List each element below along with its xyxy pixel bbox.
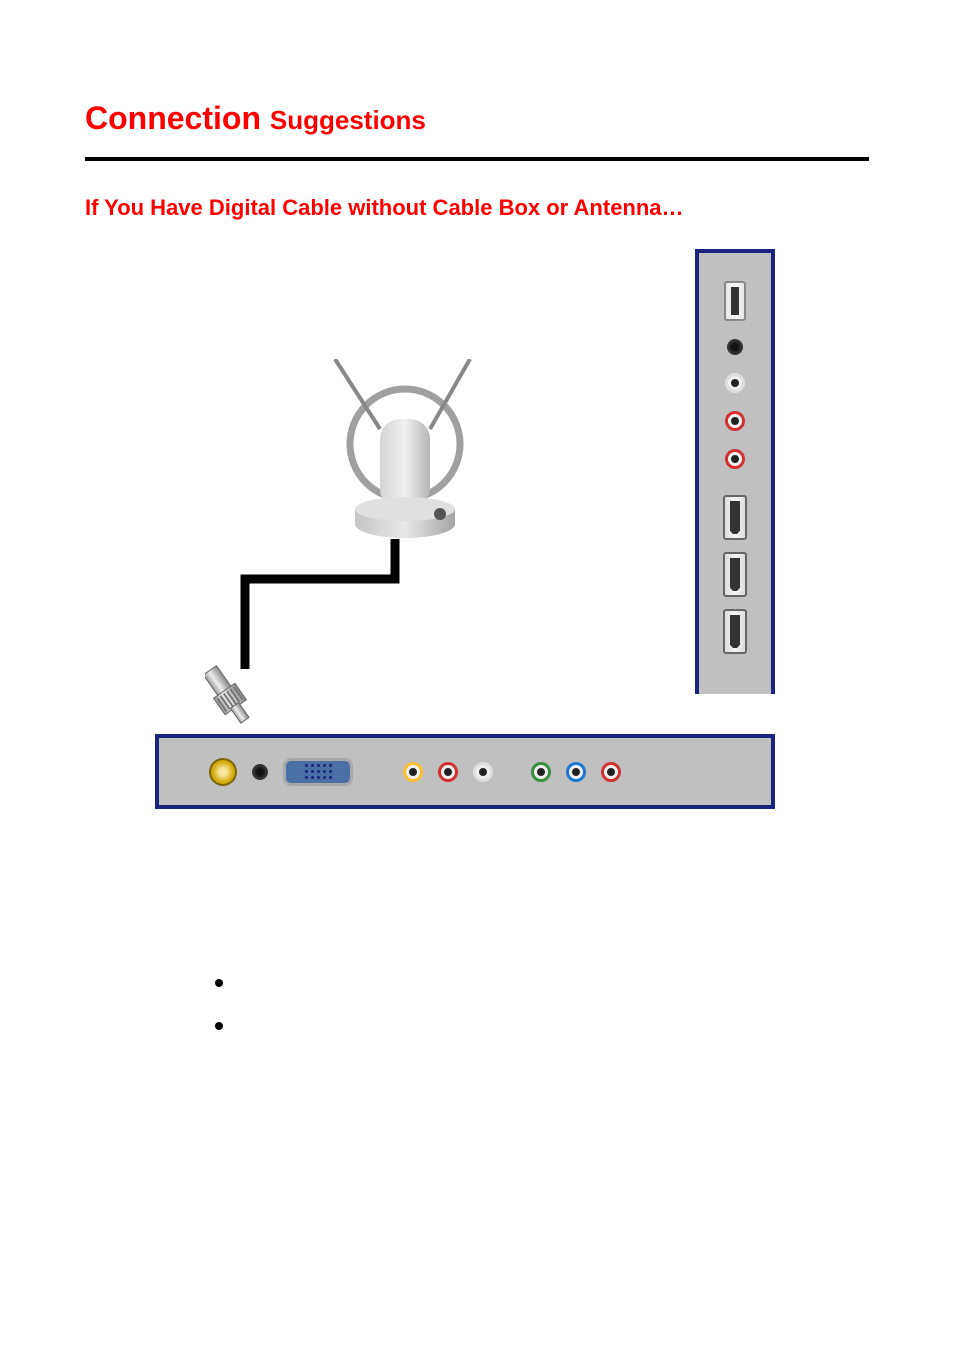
coax-connector-icon bbox=[205, 659, 245, 729]
hdmi-port-icon bbox=[723, 495, 747, 540]
bullet-point bbox=[215, 1022, 223, 1030]
rca-white-icon bbox=[725, 373, 745, 393]
rca-red-icon bbox=[438, 762, 458, 782]
tv-bottom-panel bbox=[155, 734, 775, 809]
section-subtitle: If You Have Digital Cable without Cable … bbox=[85, 191, 869, 224]
title-word2: Suggestions bbox=[270, 105, 426, 135]
hdmi-port-icon bbox=[723, 609, 747, 654]
page-title: Connection Suggestions bbox=[85, 100, 869, 137]
rca-red-icon bbox=[601, 762, 621, 782]
hdmi-port-icon bbox=[723, 552, 747, 597]
usb-port-icon bbox=[724, 281, 746, 321]
antenna-icon bbox=[305, 359, 505, 559]
rca-red-icon bbox=[725, 449, 745, 469]
title-word1: Connection bbox=[85, 100, 261, 136]
audio-jack-icon bbox=[252, 764, 268, 780]
coax-cable-icon bbox=[165, 539, 425, 744]
bullet-point bbox=[215, 979, 223, 987]
connection-diagram bbox=[155, 249, 775, 809]
coax-port-icon bbox=[209, 758, 237, 786]
bullet-list bbox=[215, 979, 869, 1030]
rca-yellow-icon bbox=[403, 762, 423, 782]
rca-green-icon bbox=[531, 762, 551, 782]
rca-blue-icon bbox=[566, 762, 586, 782]
title-divider bbox=[85, 157, 869, 161]
rca-red-icon bbox=[725, 411, 745, 431]
rca-white-icon bbox=[473, 762, 493, 782]
headphone-jack-icon bbox=[727, 339, 743, 355]
tv-side-panel bbox=[695, 249, 775, 694]
vga-port-icon bbox=[283, 758, 353, 786]
